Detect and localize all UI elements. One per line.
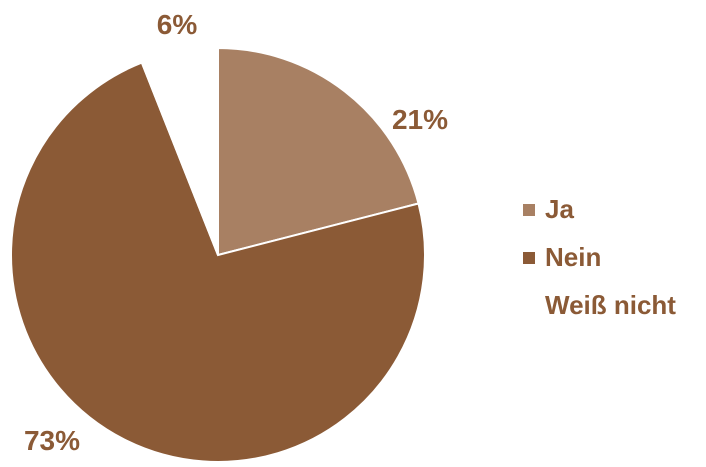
legend-swatch: [523, 252, 535, 264]
legend-label: Weiß nicht: [545, 290, 676, 320]
data-label-ja: 21%: [392, 104, 448, 135]
pie-slice-ja: [217, 46, 420, 257]
legend: Ja Nein Weiß nicht: [523, 194, 676, 320]
data-label-nein: 73%: [24, 425, 80, 456]
legend-label: Nein: [545, 242, 601, 272]
pie-slice-nein: [10, 61, 426, 463]
legend-item-weiß-nicht: Weiß nicht: [545, 290, 676, 320]
pie-data-labels: 21% 73% 6%: [24, 9, 448, 456]
data-label-weiß-nicht: 6%: [157, 9, 198, 40]
pie-slices: [10, 46, 426, 463]
legend-swatch: [523, 204, 535, 216]
legend-item-nein: Nein: [523, 242, 601, 272]
legend-label: Ja: [545, 194, 574, 224]
pie-slice-weiß-nicht: [140, 46, 219, 256]
legend-item-ja: Ja: [523, 194, 574, 224]
